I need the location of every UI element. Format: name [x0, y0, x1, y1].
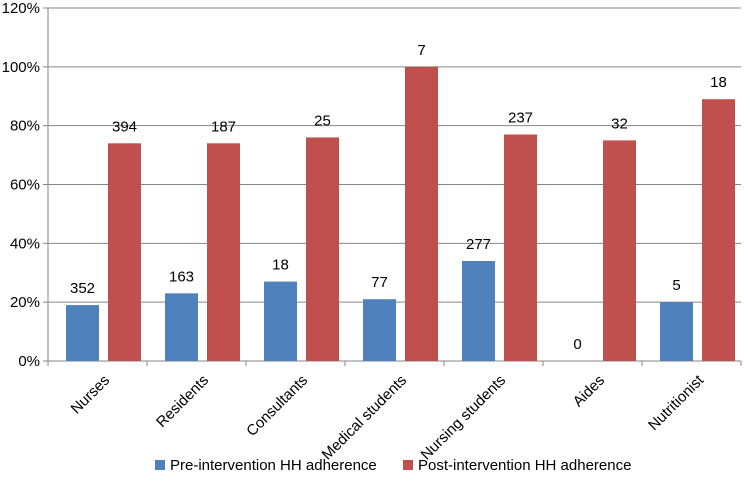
post-bar: [603, 140, 636, 361]
data-label: 394: [112, 118, 137, 135]
y-axis-ticks: 0% 20% 40% 60% 80% 100% 120%: [2, 0, 49, 370]
post-bar: [207, 143, 240, 361]
post-bar: [306, 137, 339, 361]
x-category-label: Residents: [153, 372, 212, 431]
x-category-label: Aides: [570, 372, 609, 411]
pre-bar: [165, 293, 198, 361]
pre-bar: [66, 305, 99, 361]
y-tick-label: 0%: [18, 353, 40, 370]
data-label: 25: [314, 112, 331, 129]
data-label: 277: [466, 236, 491, 253]
x-category-label: Consultants: [243, 372, 311, 440]
pre-bar: [462, 260, 495, 361]
x-category-label: Medical students: [319, 372, 411, 464]
legend-swatch: [403, 460, 413, 470]
post-bar: [405, 66, 438, 361]
data-label: 7: [417, 42, 425, 59]
bars: [66, 66, 735, 362]
data-label: 352: [70, 280, 95, 297]
data-label: 187: [211, 118, 236, 135]
pre-bar: [660, 302, 693, 361]
x-category-label: Nursing students: [418, 372, 510, 464]
legend-label: Pre-intervention HH adherence: [170, 457, 377, 474]
y-tick-label: 40%: [10, 235, 40, 252]
data-label: 77: [371, 274, 388, 291]
y-tick-label: 80%: [10, 118, 40, 135]
data-label: 18: [272, 257, 289, 274]
y-tick-label: 60%: [10, 177, 40, 194]
x-axis-labels: Nurses Residents Consultants Medical studen…: [47, 361, 742, 464]
data-label: 5: [672, 277, 680, 294]
pre-bar: [363, 299, 396, 361]
legend-swatch: [155, 460, 165, 470]
pre-bar: [264, 281, 297, 361]
post-bar: [108, 143, 141, 361]
gridlines: [48, 7, 741, 362]
data-label: 32: [611, 115, 628, 132]
x-category-label: Nutritionist: [645, 371, 708, 434]
x-category-label: Nurses: [68, 372, 114, 418]
post-bar: [504, 134, 537, 361]
data-label: 163: [169, 268, 194, 285]
legend: Pre-intervention HH adherence Post-interv…: [155, 457, 631, 474]
post-bar: [702, 99, 735, 362]
y-tick-label: 20%: [10, 294, 40, 311]
data-label: 0: [573, 336, 581, 353]
y-tick-label: 100%: [2, 59, 40, 76]
data-label: 237: [508, 109, 533, 126]
legend-label: Post-intervention HH adherence: [418, 457, 631, 474]
data-label: 18: [710, 74, 727, 91]
y-tick-label: 120%: [2, 0, 40, 17]
